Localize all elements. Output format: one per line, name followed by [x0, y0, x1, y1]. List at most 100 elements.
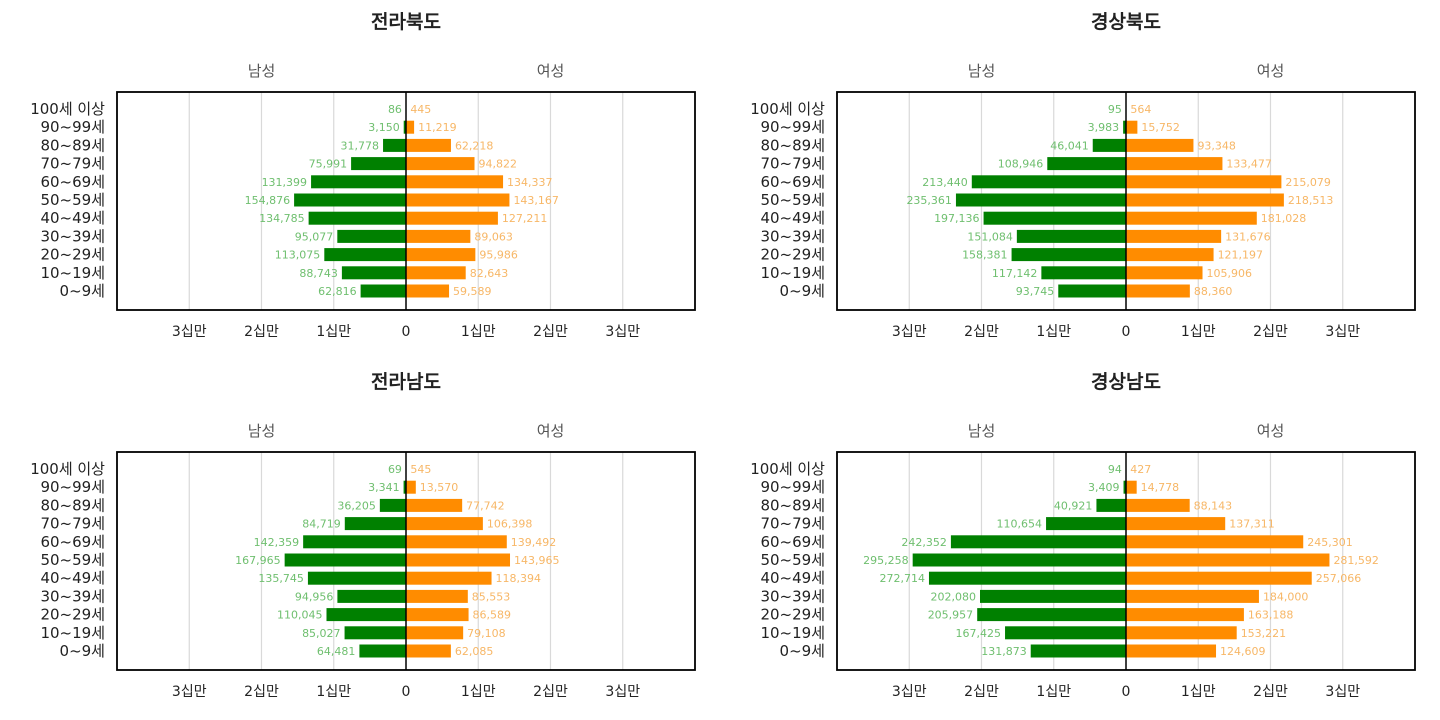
female-value-label: 88,360: [1194, 285, 1233, 298]
age-group-label: 20~29세: [40, 246, 105, 264]
male-value-label: 202,080: [930, 590, 976, 603]
female-bar: [406, 480, 416, 494]
male-value-label: 158,381: [962, 249, 1008, 262]
male-bar: [1123, 480, 1126, 494]
age-group-label: 80~89세: [40, 136, 105, 154]
female-value-label: 427: [1130, 463, 1151, 476]
x-tick-label: 2십만: [244, 684, 279, 700]
male-bar: [1096, 498, 1126, 512]
female-value-label: 82,643: [470, 267, 509, 280]
age-group-label: 100세 이상: [30, 100, 105, 118]
male-bar: [344, 626, 406, 640]
male-value-label: 135,745: [258, 572, 304, 585]
male-bar: [403, 120, 406, 134]
male-bar: [337, 589, 406, 603]
male-bar: [1047, 157, 1126, 171]
male-value-label: 93,745: [1016, 285, 1055, 298]
male-bar: [1041, 266, 1126, 280]
x-tick-label: 0: [1122, 684, 1131, 700]
age-group-label: 80~89세: [40, 496, 105, 514]
female-bar: [1126, 266, 1203, 280]
x-tick-label: 0: [1122, 324, 1131, 340]
female-bar: [406, 248, 476, 262]
female-bar: [406, 608, 469, 622]
male-value-label: 75,991: [309, 158, 348, 171]
chart-title: 전라남도: [371, 371, 441, 393]
female-value-label: 127,211: [502, 212, 547, 225]
male-value-label: 167,425: [956, 627, 1002, 640]
male-bar: [1011, 248, 1126, 262]
male-value-label: 64,481: [317, 645, 356, 658]
x-tick-label: 3십만: [1325, 324, 1360, 340]
female-bar: [1126, 211, 1257, 225]
female-bar: [406, 553, 511, 567]
age-group-label: 70~79세: [40, 155, 105, 173]
female-bar: [1126, 517, 1226, 531]
age-group-label: 50~59세: [40, 191, 105, 209]
plot-frame: [836, 451, 1416, 671]
female-value-label: 445: [410, 103, 431, 116]
age-group-label: 30~39세: [40, 227, 105, 245]
female-value-label: 105,906: [1207, 267, 1253, 280]
female-bar: [406, 535, 507, 549]
male-value-label: 3,341: [368, 481, 400, 494]
female-value-label: 215,079: [1285, 176, 1331, 189]
age-group-label: 100세 이상: [30, 460, 105, 478]
age-group-label: 10~19세: [760, 264, 825, 282]
female-bar: [1126, 589, 1259, 603]
age-group-label: 10~19세: [40, 624, 105, 642]
x-tick-label: 3십만: [1325, 684, 1360, 700]
male-value-label: 213,440: [922, 176, 968, 189]
female-bar: [1126, 157, 1223, 171]
female-value-label: 181,028: [1261, 212, 1307, 225]
age-group-label: 50~59세: [760, 191, 825, 209]
age-group-label: 100세 이상: [750, 100, 825, 118]
age-group-label: 90~99세: [40, 478, 105, 496]
male-bar: [977, 608, 1126, 622]
male-value-label: 40,921: [1054, 499, 1093, 512]
female-value-label: 77,742: [466, 499, 505, 512]
male-value-label: 62,816: [318, 285, 357, 298]
male-value-label: 205,957: [928, 609, 974, 622]
female-bar: [406, 138, 451, 152]
female-value-label: 62,218: [455, 139, 494, 152]
plot-frame: [836, 91, 1416, 311]
female-value-label: 163,188: [1248, 609, 1294, 622]
male-value-label: 235,361: [906, 194, 952, 207]
male-bar: [284, 553, 406, 567]
male-side-label: 남성: [248, 422, 276, 440]
chart-title: 경상북도: [1091, 11, 1161, 33]
age-group-label: 30~39세: [40, 587, 105, 605]
female-value-label: 281,592: [1333, 554, 1379, 567]
male-side-label: 남성: [248, 62, 276, 80]
x-tick-label: 1십만: [1036, 684, 1071, 700]
female-value-label: 93,348: [1197, 139, 1236, 152]
male-side-label: 남성: [968, 422, 996, 440]
male-value-label: 110,654: [997, 518, 1043, 531]
male-value-label: 94: [1108, 463, 1122, 476]
female-value-label: 62,085: [455, 645, 494, 658]
x-tick-label: 2십만: [964, 324, 999, 340]
age-group-label: 40~49세: [760, 569, 825, 587]
male-bar: [324, 248, 406, 262]
age-group-label: 90~99세: [760, 118, 825, 136]
x-tick-label: 0: [402, 684, 411, 700]
female-bar: [1126, 608, 1244, 622]
male-value-label: 142,359: [254, 536, 300, 549]
age-group-label: 0~9세: [60, 282, 105, 300]
male-value-label: 88,743: [299, 267, 338, 280]
female-bar: [1126, 498, 1190, 512]
male-value-label: 131,399: [262, 176, 308, 189]
male-bar: [950, 535, 1126, 549]
male-bar: [1092, 138, 1126, 152]
male-value-label: 134,785: [259, 212, 305, 225]
male-value-label: 3,409: [1088, 481, 1120, 494]
female-bar: [406, 211, 498, 225]
x-tick-label: 3십만: [172, 684, 207, 700]
female-value-label: 139,492: [511, 536, 557, 549]
male-bar: [337, 229, 406, 243]
male-bar: [403, 480, 406, 494]
female-value-label: 131,676: [1225, 230, 1271, 243]
